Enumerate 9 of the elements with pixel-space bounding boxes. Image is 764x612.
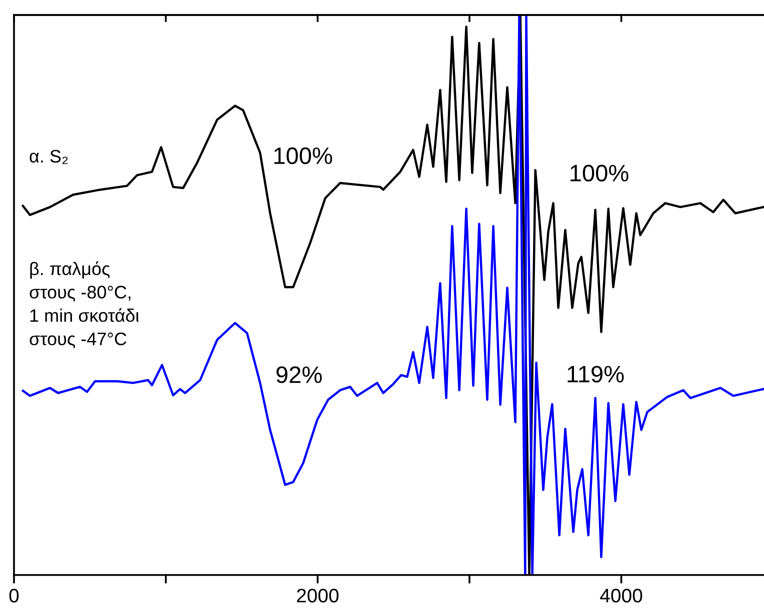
annotation: 92% — [276, 366, 322, 384]
x-tick-label: 4000 — [600, 588, 642, 602]
series-label: α. S₂ — [30, 150, 68, 164]
x-tick-label: 2000 — [296, 588, 339, 602]
x-tick-label: 0 — [9, 588, 19, 602]
series-label: β. παλμός στους -80°C, 1 min σκοτάδι στους -47°C — [30, 261, 139, 348]
annotation: 119% — [568, 366, 624, 383]
annotation: 100% — [570, 164, 628, 182]
annotation: 100% — [274, 147, 332, 164]
